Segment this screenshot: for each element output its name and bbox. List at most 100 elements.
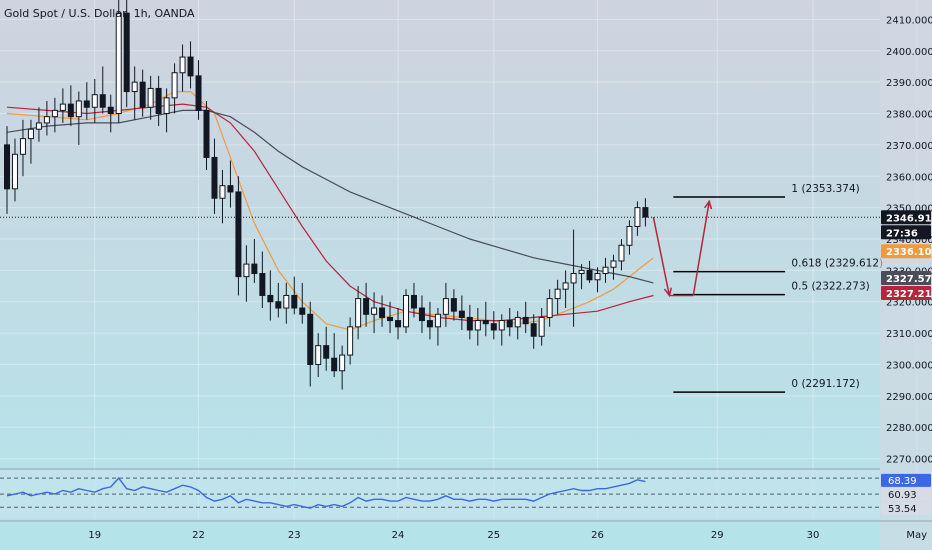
candle[interactable] <box>259 251 266 309</box>
candle[interactable] <box>618 239 625 271</box>
candle[interactable] <box>187 41 194 89</box>
candle[interactable] <box>323 326 330 371</box>
candle[interactable] <box>418 295 425 334</box>
candle[interactable] <box>570 229 577 327</box>
candle-body-down <box>227 185 234 193</box>
candle[interactable] <box>171 63 178 114</box>
candle[interactable] <box>147 75 154 120</box>
candle[interactable] <box>99 66 106 114</box>
candle[interactable] <box>11 138 18 202</box>
candle[interactable] <box>123 0 130 108</box>
candle[interactable] <box>379 295 386 327</box>
arrow-head <box>703 199 713 210</box>
candle[interactable] <box>403 289 409 334</box>
candle[interactable] <box>395 308 402 340</box>
candle[interactable] <box>219 169 226 224</box>
price-tick-label: 2340.000 <box>886 235 932 246</box>
candle[interactable] <box>458 295 465 330</box>
candle[interactable] <box>67 85 74 127</box>
candle[interactable] <box>83 82 90 120</box>
candle[interactable] <box>59 88 66 123</box>
candle[interactable] <box>626 220 633 255</box>
candle[interactable] <box>75 91 82 145</box>
candle[interactable] <box>634 201 641 236</box>
candle[interactable] <box>139 69 146 117</box>
candle[interactable] <box>410 282 417 318</box>
candle[interactable] <box>315 333 322 378</box>
candle-body-up <box>626 225 633 246</box>
candle[interactable] <box>642 198 649 227</box>
candle[interactable] <box>331 333 338 378</box>
candle-body-down <box>67 103 74 118</box>
candle[interactable] <box>466 304 473 340</box>
candle[interactable] <box>514 311 521 340</box>
candle[interactable] <box>554 279 561 315</box>
fibonacci-retracement[interactable]: 1 (2353.374) 0.618 (2329.612) 0.5 (2322.27… <box>673 183 883 393</box>
candle[interactable] <box>442 282 449 327</box>
candle[interactable] <box>578 264 585 290</box>
candle[interactable] <box>243 245 250 302</box>
candle[interactable] <box>179 44 186 92</box>
candle[interactable] <box>371 292 378 334</box>
candle[interactable] <box>562 270 569 309</box>
candle[interactable] <box>267 270 274 321</box>
candle[interactable] <box>275 282 282 318</box>
time-tick-label: 19 <box>88 530 101 541</box>
price-tag-bg <box>881 285 931 300</box>
candle[interactable] <box>211 138 218 214</box>
projection-segment[interactable] <box>652 216 671 296</box>
grid-lines <box>0 0 917 519</box>
candle[interactable] <box>299 282 306 324</box>
candle[interactable] <box>27 119 34 164</box>
candle[interactable] <box>227 160 234 208</box>
candle[interactable] <box>235 176 242 296</box>
candle[interactable] <box>490 311 497 340</box>
candle[interactable] <box>586 260 593 283</box>
candle[interactable] <box>506 308 513 337</box>
candle[interactable] <box>602 257 609 283</box>
candle[interactable] <box>610 254 617 280</box>
projection-arrows[interactable] <box>652 199 713 298</box>
candle[interactable] <box>107 94 114 133</box>
candle[interactable] <box>43 100 50 136</box>
candle[interactable] <box>339 345 346 390</box>
candle[interactable] <box>387 301 394 334</box>
price-tick-label: 2410.000 <box>886 15 932 26</box>
candle[interactable] <box>498 314 505 346</box>
candle[interactable] <box>355 286 362 340</box>
candlestick-series[interactable] <box>4 0 649 390</box>
candle[interactable] <box>347 317 354 365</box>
candle[interactable] <box>283 282 290 324</box>
candle[interactable] <box>426 301 433 340</box>
candle[interactable] <box>19 119 26 177</box>
candle[interactable] <box>291 276 298 315</box>
candle[interactable] <box>474 308 481 346</box>
candle[interactable] <box>546 289 553 327</box>
candle[interactable] <box>482 301 489 337</box>
rsi-line[interactable] <box>6 477 646 509</box>
candle[interactable] <box>35 107 42 142</box>
candle[interactable] <box>522 301 529 334</box>
candle[interactable] <box>155 75 162 127</box>
candle[interactable] <box>434 308 441 346</box>
candle[interactable] <box>251 239 258 283</box>
candle-body-up <box>355 298 362 328</box>
candle[interactable] <box>131 66 138 120</box>
candle[interactable] <box>195 60 202 120</box>
candle[interactable] <box>594 267 601 293</box>
candle[interactable] <box>450 289 457 321</box>
candle[interactable] <box>51 97 58 133</box>
candle[interactable] <box>538 308 545 346</box>
candle[interactable] <box>530 314 537 349</box>
candle[interactable] <box>307 301 314 387</box>
rsi-pane[interactable] <box>0 468 880 518</box>
candle[interactable] <box>203 100 210 170</box>
time-axis[interactable]: 19 22 23 24 25 26 29 30 May <box>0 520 932 541</box>
candle[interactable] <box>363 282 370 327</box>
candle[interactable] <box>91 79 98 123</box>
candle[interactable] <box>115 0 122 123</box>
candle[interactable] <box>4 126 10 214</box>
projection-segment[interactable] <box>692 201 710 296</box>
candle[interactable] <box>163 88 170 133</box>
